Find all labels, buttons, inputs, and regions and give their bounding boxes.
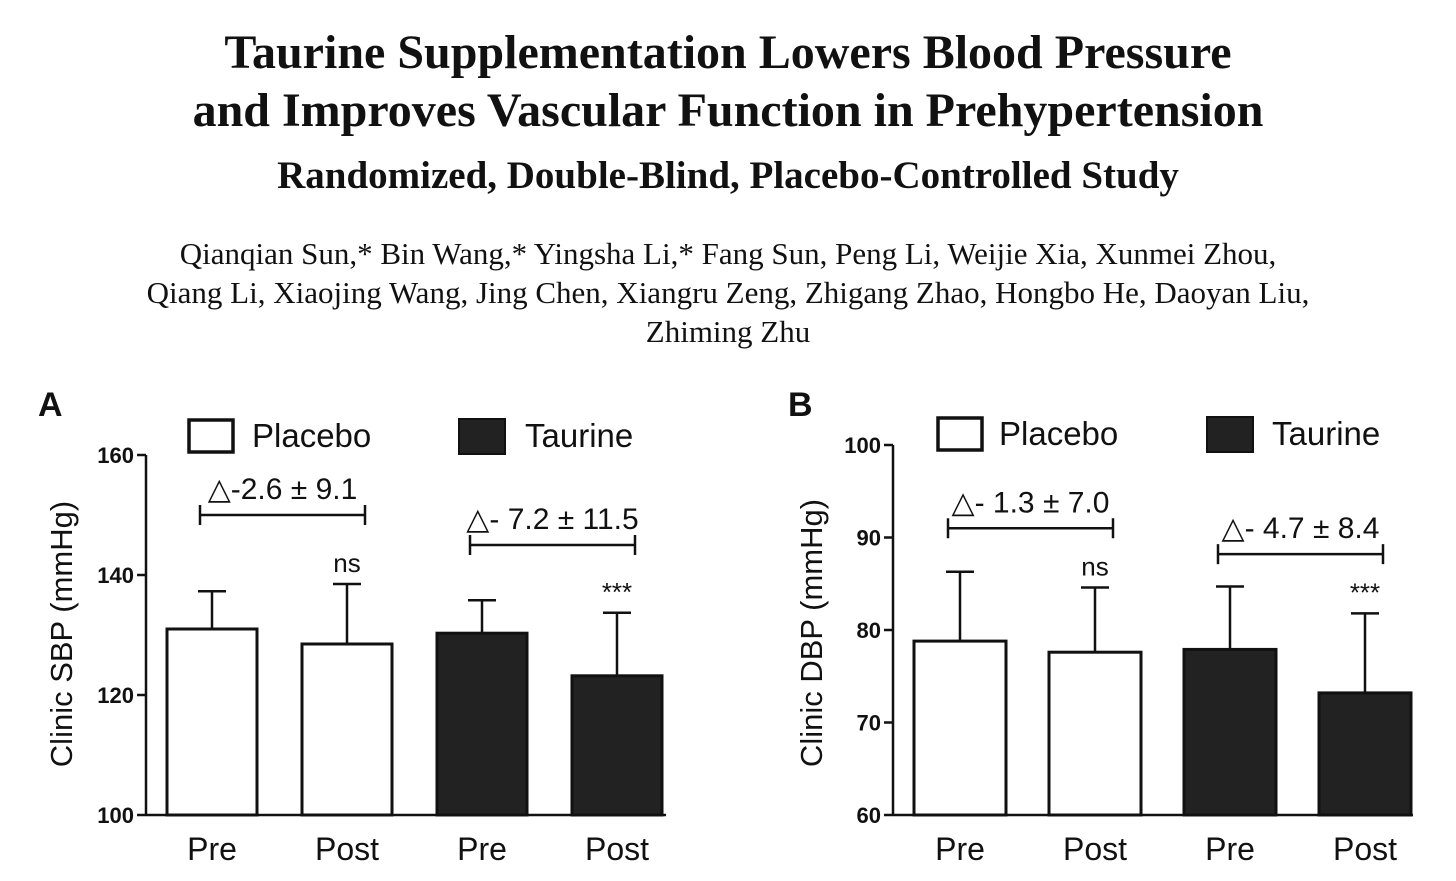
panel-b-legend-label-taurine: Taurine xyxy=(1272,415,1380,452)
panel-a-delta-label: △-2.6 ± 9.1 xyxy=(208,473,358,506)
panel-a-bar-taurine-pre xyxy=(435,631,529,817)
panel-a-significance-label: ns xyxy=(333,548,360,578)
panel-b-bar-placebo-post xyxy=(1047,650,1143,817)
panel-a-significance-label: *** xyxy=(602,577,632,607)
panel-b-letter: B xyxy=(788,386,813,424)
panel-b-y-tick-label: 80 xyxy=(857,618,881,643)
panel-a-x-tick-label: Pre xyxy=(457,831,507,867)
panel-b-y-tick-label: 100 xyxy=(844,433,881,458)
panel-a-y-tick-label: 160 xyxy=(97,443,134,468)
panel-a-y-axis-label: Clinic SBP (mmHg) xyxy=(44,501,79,767)
panel-b-x-tick-label: Post xyxy=(1333,831,1397,867)
panel-a-bar-placebo-pre xyxy=(165,627,259,817)
panel-b-x-tick-label: Pre xyxy=(1205,831,1255,867)
subtitle: Randomized, Double-Blind, Placebo-Contro… xyxy=(277,154,1179,197)
authors-line-3: Zhiming Zhu xyxy=(645,314,811,349)
panel-b-y-axis-label: Clinic DBP (mmHg) xyxy=(794,499,829,767)
panel-a-delta-label: △- 7.2 ± 11.5 xyxy=(466,503,638,536)
panel-a-x-tick-label: Post xyxy=(585,831,649,867)
panel-b-significance-label: *** xyxy=(1350,577,1380,607)
panel-b-x-tick-label: Post xyxy=(1063,831,1127,867)
panel-a-y-tick-label: 100 xyxy=(97,803,134,828)
panel-a-legend-swatch-placebo xyxy=(187,418,235,454)
panel-a-x-tick-label: Post xyxy=(315,831,379,867)
panel-b-delta-label: △- 4.7 ± 8.4 xyxy=(1222,512,1380,545)
panel-b-legend-swatch-taurine xyxy=(1206,416,1254,453)
panel-a-y-tick-label: 120 xyxy=(97,683,134,708)
panel-b-delta-label: △- 1.3 ± 7.0 xyxy=(952,486,1110,519)
panel-a-y-tick-label: 140 xyxy=(97,563,134,588)
panel-b-legend-swatch-placebo xyxy=(936,416,984,452)
title-line-2: and Improves Vascular Function in Prehyp… xyxy=(192,84,1264,137)
panel-a-legend-label-taurine: Taurine xyxy=(525,417,633,454)
title-line-1: Taurine Supplementation Lowers Blood Pre… xyxy=(224,26,1232,79)
panel-b-y-tick-label: 60 xyxy=(857,803,881,828)
panel-b-bar-taurine-pre xyxy=(1182,647,1278,817)
panel-a-bar-taurine-post xyxy=(570,674,664,817)
panel-b-legend-label-placebo: Placebo xyxy=(999,415,1118,452)
panel-b-y-tick-label: 70 xyxy=(857,711,881,736)
panel-b-bar-placebo-pre xyxy=(912,639,1008,817)
authors-line-1: Qianqian Sun,* Bin Wang,* Yingsha Li,* F… xyxy=(179,236,1277,271)
panel-b-significance-label: ns xyxy=(1081,551,1108,581)
panel-a-x-tick-label: Pre xyxy=(187,831,237,867)
panel-b-y-tick-label: 90 xyxy=(857,526,881,551)
panel-b-bar-taurine-post xyxy=(1317,691,1413,817)
panel-a-legend-swatch-taurine xyxy=(458,418,506,455)
panel-a-legend-label-placebo: Placebo xyxy=(252,417,371,454)
panel-a-letter: A xyxy=(38,386,63,424)
panel-a-bar-placebo-post xyxy=(300,642,394,817)
authors-line-2: Qiang Li, Xiaojing Wang, Jing Chen, Xian… xyxy=(146,275,1310,310)
panel-b-x-tick-label: Pre xyxy=(935,831,985,867)
